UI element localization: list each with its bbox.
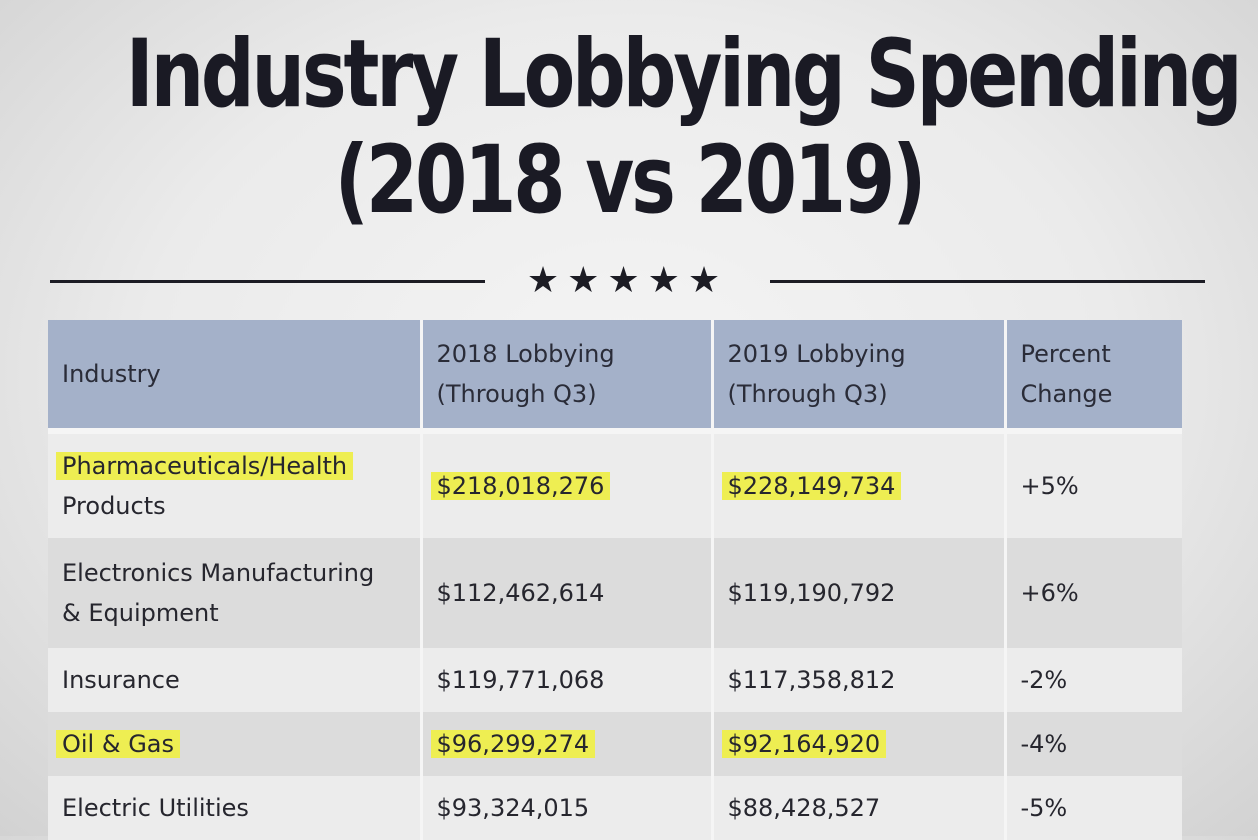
value-change: -4%	[1020, 730, 1068, 758]
industry-name-line1: Electronics Manufacturing	[62, 559, 375, 587]
cell-2018: $93,324,015	[421, 776, 714, 840]
header-change-line1: Percent	[1020, 340, 1111, 368]
cell-2018: $119,771,068	[421, 648, 714, 712]
page-title: Industry Lobbying Spending (2018 vs 2019…	[0, 22, 1258, 234]
header-2018: 2018 Lobbying (Through Q3)	[421, 320, 714, 434]
table-row: Electric Utilities $93,324,015 $88,428,5…	[48, 776, 1182, 840]
header-2019-line1: 2019 Lobbying	[727, 340, 906, 368]
header-2018-line1: 2018 Lobbying	[436, 340, 615, 368]
value-2019: $92,164,920	[721, 730, 887, 758]
value-2018: $96,299,274	[430, 730, 596, 758]
cell-2018: $96,299,274	[421, 712, 714, 776]
value-2018: $119,771,068	[436, 666, 605, 694]
table-row: Oil & Gas $96,299,274 $92,164,920 -4%	[48, 712, 1182, 776]
header-industry-label: Industry	[62, 360, 161, 388]
value-2019: $119,190,792	[727, 579, 896, 607]
value-2019: $88,428,527	[727, 794, 881, 822]
industry-name-line1: Oil & Gas	[56, 730, 181, 758]
value-change: -2%	[1020, 666, 1068, 694]
star-divider: ★★★★★	[50, 258, 1205, 304]
table-row: Electronics Manufacturing & Equipment $1…	[48, 538, 1182, 648]
value-2019: $228,149,734	[721, 472, 902, 500]
cell-industry: Pharmaceuticals/Health Products	[48, 431, 423, 538]
star-icons: ★★★★★	[526, 260, 729, 301]
industry-name-line1: Pharmaceuticals/Health	[56, 452, 354, 480]
cell-change: +5%	[1005, 431, 1182, 538]
industry-name-line2: & Equipment	[62, 599, 219, 627]
title-line-1: Industry Lobbying Spending	[125, 20, 1243, 129]
header-industry: Industry	[48, 320, 423, 434]
value-2018: $112,462,614	[436, 579, 605, 607]
value-2019: $117,358,812	[727, 666, 896, 694]
value-2018: $93,324,015	[436, 794, 590, 822]
cell-change: -4%	[1005, 712, 1182, 776]
cell-change: -2%	[1005, 648, 1182, 712]
cell-2019: $228,149,734	[712, 431, 1007, 538]
table-header-row: Industry 2018 Lobbying (Through Q3) 2019…	[48, 320, 1182, 434]
header-2019: 2019 Lobbying (Through Q3)	[712, 320, 1007, 434]
cell-change: +6%	[1005, 538, 1182, 648]
table-row: Insurance $119,771,068 $117,358,812 -2%	[48, 648, 1182, 712]
value-change: +5%	[1020, 472, 1079, 500]
value-2018: $218,018,276	[430, 472, 611, 500]
table-row: Pharmaceuticals/Health Products $218,018…	[48, 431, 1182, 538]
cell-industry: Electronics Manufacturing & Equipment	[48, 538, 423, 648]
cell-industry: Oil & Gas	[48, 712, 423, 776]
cell-2019: $92,164,920	[712, 712, 1007, 776]
cell-2018: $218,018,276	[421, 431, 714, 538]
lobbying-table: Industry 2018 Lobbying (Through Q3) 2019…	[48, 320, 1182, 840]
industry-name-line1: Insurance	[62, 666, 180, 694]
industry-name-line1: Electric Utilities	[62, 794, 249, 822]
cell-2018: $112,462,614	[421, 538, 714, 648]
header-change-line2: Change	[1020, 380, 1113, 408]
value-change: -5%	[1020, 794, 1068, 822]
value-change: +6%	[1020, 579, 1079, 607]
cell-change: -5%	[1005, 776, 1182, 840]
title-line-2: (2018 vs 2019)	[334, 126, 927, 235]
cell-2019: $117,358,812	[712, 648, 1007, 712]
cell-industry: Insurance	[48, 648, 423, 712]
industry-name-line2: Products	[62, 492, 166, 520]
divider-rule-right	[770, 280, 1205, 283]
divider-rule-left	[50, 280, 485, 283]
header-percent-change: Percent Change	[1005, 320, 1182, 434]
cell-2019: $88,428,527	[712, 776, 1007, 840]
header-2018-line2: (Through Q3)	[436, 380, 597, 408]
cell-2019: $119,190,792	[712, 538, 1007, 648]
cell-industry: Electric Utilities	[48, 776, 423, 840]
header-2019-line2: (Through Q3)	[727, 380, 888, 408]
